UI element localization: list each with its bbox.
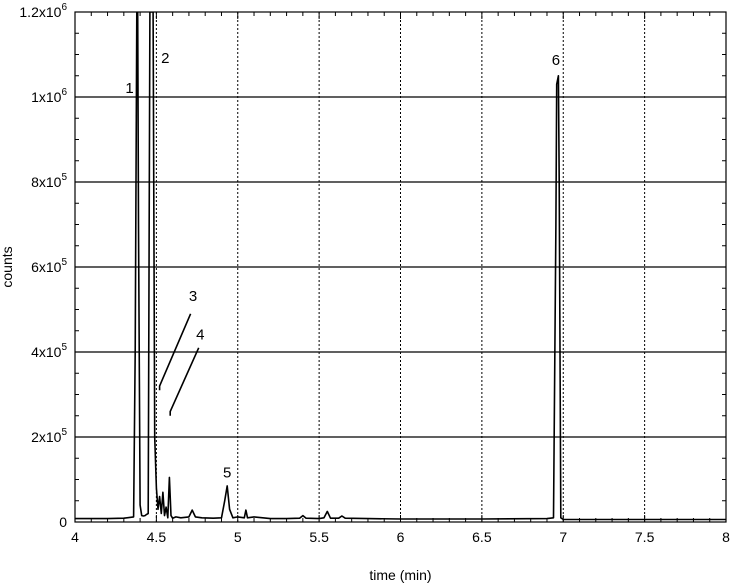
y-tick-label: 1.2x106 bbox=[19, 2, 67, 20]
ticks bbox=[74, 11, 727, 523]
peak-label: 5 bbox=[223, 464, 231, 481]
x-tick-label: 6 bbox=[397, 529, 405, 545]
leader-line bbox=[169, 347, 200, 416]
y-tick-labels: 0 2x105 4x105 6x105 8x105 1x106 1.2x106 bbox=[19, 2, 67, 530]
x-tick-label: 4.5 bbox=[147, 529, 167, 545]
peak-label: 4 bbox=[196, 326, 204, 343]
peak-labels: 1 2 3 4 5 6 bbox=[125, 50, 560, 481]
y-tick-label: 2x105 bbox=[31, 427, 67, 445]
chromatogram-trace bbox=[75, 12, 726, 521]
x-tick-labels: 4 4.5 5 5.5 6 6.5 7 7.5 8 bbox=[71, 529, 730, 545]
x-tick-label: 5 bbox=[234, 529, 242, 545]
series-layer bbox=[75, 12, 726, 521]
y-tick-label: 6x105 bbox=[31, 257, 67, 275]
peak-label: 3 bbox=[189, 288, 197, 305]
x-tick-label: 4 bbox=[71, 529, 79, 545]
x-tick-label: 8 bbox=[722, 529, 730, 545]
y-tick-label: 4x105 bbox=[31, 342, 67, 360]
x-tick-label: 6.5 bbox=[472, 529, 492, 545]
x-tick-label: 5.5 bbox=[309, 529, 329, 545]
leader-lines bbox=[158, 313, 200, 416]
peak-label: 1 bbox=[125, 80, 133, 97]
y-tick-label: 0 bbox=[59, 514, 67, 530]
x-tick-label: 7.5 bbox=[635, 529, 655, 545]
x-axis-title: time (min) bbox=[369, 567, 431, 583]
y-tick-label: 8x105 bbox=[31, 172, 67, 190]
x-tick-label: 7 bbox=[559, 529, 567, 545]
peak-label: 2 bbox=[161, 50, 169, 67]
peak-label: 6 bbox=[552, 52, 560, 69]
y-tick-label: 1x106 bbox=[31, 87, 67, 105]
leader-line bbox=[158, 313, 192, 391]
grid-lines bbox=[75, 12, 726, 522]
y-axis-title: counts bbox=[0, 246, 15, 287]
